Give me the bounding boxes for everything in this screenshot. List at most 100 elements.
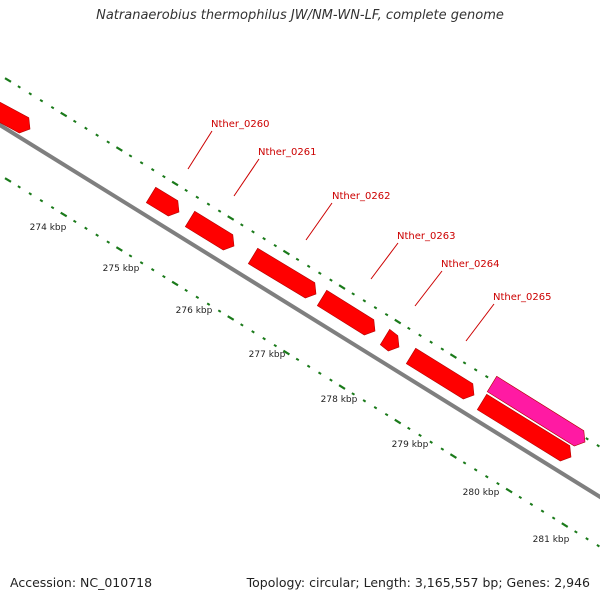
major-tick	[449, 353, 457, 359]
label-leader-lines	[187, 130, 495, 342]
minor-tick	[529, 502, 534, 506]
minor-tick	[496, 481, 500, 486]
minor-tick	[17, 85, 21, 89]
minor-tick	[128, 154, 133, 158]
label-leader-line	[233, 158, 260, 197]
minor-tick	[95, 133, 99, 137]
minor-tick	[50, 205, 55, 210]
scale-label: 278 kbp	[321, 395, 358, 405]
minor-tick	[518, 495, 523, 500]
minor-tick	[440, 447, 445, 451]
major-tick	[115, 146, 123, 152]
scale-label: 279 kbp	[392, 440, 429, 450]
minor-tick	[72, 219, 77, 224]
scale-label: 276 kbp	[176, 306, 213, 316]
minor-tick	[585, 437, 589, 441]
minor-tick	[462, 461, 467, 465]
major-tick	[505, 487, 513, 494]
major-tick	[4, 77, 12, 83]
major-tick	[227, 215, 235, 221]
minor-tick	[184, 288, 188, 293]
major-tick	[171, 180, 179, 187]
gene-label[interactable]: Nther_0264	[441, 259, 499, 270]
minor-tick	[473, 468, 478, 472]
minor-tick	[596, 444, 600, 448]
minor-tick	[95, 233, 99, 237]
minor-tick	[139, 161, 144, 165]
minor-tick	[306, 364, 311, 368]
minor-tick	[473, 368, 478, 372]
minor-tick	[273, 343, 278, 348]
gene-arrow[interactable]	[379, 328, 400, 352]
minor-tick	[373, 306, 378, 310]
minor-tick	[540, 509, 545, 513]
gene-label[interactable]: Nther_0263	[397, 231, 455, 242]
major-tick	[394, 418, 402, 425]
minor-tick	[596, 544, 600, 548]
gene-arrow[interactable]	[184, 210, 235, 251]
major-tick	[227, 315, 235, 321]
minor-tick	[162, 274, 166, 279]
label-leader-line	[305, 202, 333, 241]
minor-tick	[351, 292, 356, 296]
gene-track	[0, 99, 586, 462]
gene-arrow-highlighted[interactable]	[486, 375, 586, 447]
minor-tick	[407, 326, 411, 331]
minor-tick	[240, 323, 244, 327]
minor-tick	[585, 537, 589, 541]
major-tick	[449, 453, 457, 459]
minor-tick	[139, 261, 144, 265]
genome-stats-text: Topology: circular; Length: 3,165,557 bp…	[246, 575, 590, 590]
minor-tick	[484, 475, 489, 479]
minor-tick	[407, 426, 411, 431]
scale-label: 280 kbp	[463, 488, 500, 498]
minor-tick	[184, 188, 188, 193]
gene-label[interactable]: Nther_0260	[211, 119, 269, 130]
gene-arrow[interactable]	[145, 186, 180, 217]
minor-tick	[28, 92, 33, 96]
minor-tick	[150, 168, 155, 172]
minor-tick	[295, 357, 300, 362]
minor-tick	[251, 230, 255, 234]
minor-tick	[418, 333, 422, 337]
gene-label[interactable]: Nther_0261	[258, 147, 316, 158]
minor-tick	[273, 243, 278, 248]
minor-tick	[50, 105, 55, 110]
inner-tick-track	[4, 177, 600, 548]
minor-tick	[362, 399, 367, 403]
major-tick	[171, 280, 179, 287]
gene-label[interactable]: Nther_0262	[332, 191, 390, 202]
minor-tick	[329, 378, 333, 382]
scale-label: 277 kbp	[249, 350, 286, 360]
minor-tick	[84, 226, 88, 230]
gene-arrow[interactable]	[0, 99, 31, 134]
minor-tick	[429, 440, 433, 444]
gene-arrow[interactable]	[247, 247, 317, 299]
minor-tick	[373, 406, 378, 410]
gene-arrow[interactable]	[316, 289, 376, 336]
minor-tick	[295, 257, 300, 262]
scale-label: 274 kbp	[30, 223, 67, 233]
minor-tick	[574, 530, 578, 534]
gene-label[interactable]: Nther_0265	[493, 292, 551, 303]
minor-tick	[418, 433, 422, 437]
minor-tick	[251, 330, 255, 334]
major-tick	[394, 318, 402, 325]
accession-text: Accession: NC_010718	[10, 575, 153, 590]
minor-tick	[317, 271, 322, 275]
major-tick	[60, 111, 68, 118]
scale-label: 275 kbp	[103, 264, 140, 274]
minor-tick	[462, 361, 467, 365]
major-tick	[115, 246, 123, 252]
scale-label: 281 kbp	[533, 535, 570, 545]
minor-tick	[17, 185, 21, 189]
label-leader-line	[370, 242, 399, 280]
gene-arrow[interactable]	[476, 393, 572, 462]
minor-tick	[329, 278, 333, 282]
major-tick	[338, 384, 346, 390]
gene-arrow[interactable]	[405, 347, 475, 400]
minor-tick	[440, 347, 445, 351]
minor-tick	[128, 254, 133, 258]
